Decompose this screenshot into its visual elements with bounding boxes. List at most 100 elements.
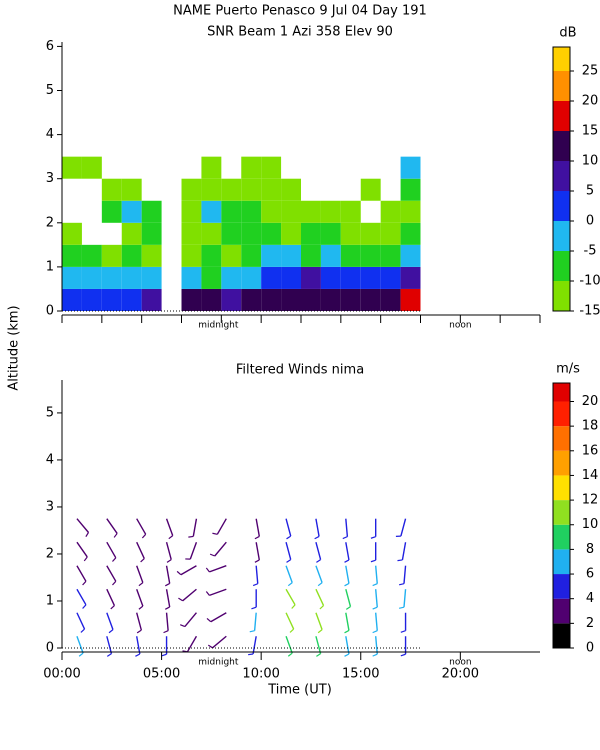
wind-barb (165, 589, 171, 608)
heatmap-cell (400, 244, 421, 267)
wind-barb-flag (400, 630, 406, 633)
wind-barb (180, 565, 197, 576)
wind-barb-flag (291, 604, 296, 609)
wind-barb (106, 565, 117, 582)
heatmap-cell (81, 244, 102, 267)
wind-barb-flag (342, 536, 348, 540)
x-tick-label: 05:00 (143, 667, 180, 682)
wind-barb (165, 565, 171, 584)
wind-barb-flag (319, 605, 324, 610)
wind-barb-flag (252, 583, 258, 587)
wind-barb (165, 612, 169, 631)
heatmap-cell (221, 266, 242, 289)
heatmap-cell (141, 244, 162, 267)
heatmap-cell (241, 244, 262, 267)
wind-barb (345, 518, 349, 537)
wind-barb-flag (344, 629, 350, 634)
wind-barb-flag (286, 559, 292, 563)
wind-barb-flag (138, 582, 144, 587)
y-tick-label: 5 (46, 405, 54, 420)
colorbar-label: m/s (556, 362, 580, 377)
heatmap-cell (380, 266, 401, 289)
wind-barb (136, 518, 147, 535)
wind-barb (136, 612, 143, 631)
wind-barb-flag (400, 653, 406, 657)
heatmap-cell (121, 222, 142, 245)
wind-barb (315, 565, 323, 583)
colorbar-tick-label: 2 (586, 616, 594, 631)
colorbar-tick-label: 8 (586, 542, 594, 557)
wind-barb-flag (345, 606, 351, 610)
colorbar-tick-label: 0 (586, 641, 594, 656)
y-tick-label: 2 (46, 215, 54, 230)
heatmap-cell (340, 200, 361, 223)
heatmap-cell (261, 244, 282, 267)
wind-barb (106, 588, 116, 606)
colorbar-tick-label: 6 (586, 567, 594, 582)
wind-barb-flag (106, 653, 112, 657)
heatmap-cell (181, 222, 202, 245)
heatmap-cell (141, 200, 162, 223)
heatmap-cell (141, 222, 162, 245)
wind-barb-flag (138, 605, 144, 610)
heatmap-cell (360, 288, 381, 311)
wind-barb (165, 542, 172, 560)
wind-barb-flag (209, 553, 215, 557)
wind-barb (345, 565, 350, 584)
y-tick-label: 2 (46, 546, 54, 561)
wind-barb-flag (140, 558, 145, 563)
wind-barb (106, 612, 114, 630)
heatmap-cell (241, 222, 262, 245)
colorbar-tick-label: 12 (582, 493, 599, 508)
heatmap-cell (201, 178, 222, 201)
wind-barb (374, 565, 378, 584)
heatmap-cell (261, 288, 282, 311)
wind-barb (374, 612, 378, 631)
colorbar-segment (553, 450, 570, 476)
wind-barb (315, 612, 323, 630)
wind-barb (315, 588, 325, 606)
heatmap-cell (241, 156, 262, 179)
heatmap-cell (181, 266, 202, 289)
heatmap-cell (400, 222, 421, 245)
wind-barb-flag (286, 535, 292, 540)
heatmap-cell (101, 266, 122, 289)
wind-barb-flag (397, 559, 403, 562)
colorbar-tick-label: -10 (579, 274, 600, 289)
colorbar-segment (553, 71, 570, 101)
wind-barb (209, 565, 227, 573)
heatmap-cell (241, 200, 262, 223)
heatmap-cell (181, 288, 202, 311)
wind-barb (285, 518, 292, 537)
wind-barb-flag (164, 582, 170, 587)
heatmap-cell (320, 266, 341, 289)
colorbar-tick-label: 20 (582, 94, 599, 109)
y-tick-label: 6 (46, 39, 54, 54)
wind-barb (136, 541, 145, 559)
heatmap-cell (121, 244, 142, 267)
wind-barb (285, 588, 296, 606)
colorbar-segment (553, 598, 570, 624)
colorbar-tick-label: 10 (582, 154, 599, 169)
colorbar-tick-label: 15 (582, 124, 599, 139)
x-tick-label: 20:00 (442, 667, 479, 682)
heatmap-cell (400, 178, 421, 201)
wind-barb-flag (372, 606, 378, 610)
heatmap-cell (62, 266, 82, 289)
annotation: noon (449, 658, 471, 668)
colorbar-segment (553, 191, 570, 221)
heatmap-cell (241, 288, 262, 311)
heatmap-cell (141, 266, 162, 289)
colorbar-segment (553, 623, 570, 648)
wind-barb-flag (112, 557, 117, 562)
wind-barb-flag (372, 583, 378, 587)
wind-barb-flag (108, 629, 114, 634)
panel-title: Filtered Winds nima (236, 363, 364, 378)
wind-barb (345, 542, 350, 561)
colorbar-tick-label: 25 (582, 64, 599, 79)
heatmap-cell (101, 288, 122, 311)
wind-barb-flag (251, 606, 257, 610)
colorbar-segment (553, 281, 570, 311)
wind-barb-flag (249, 630, 255, 633)
heatmap-cell (81, 266, 102, 289)
